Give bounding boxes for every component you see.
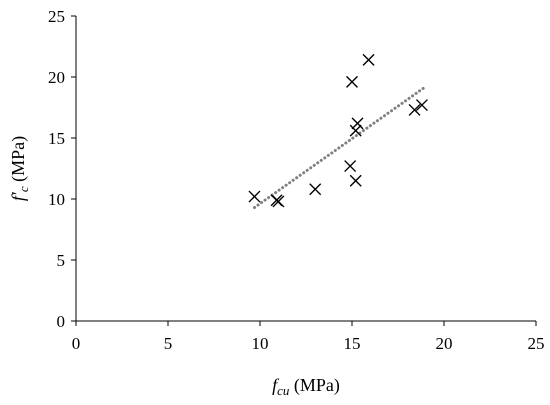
data-point-stroke (346, 75, 358, 88)
axes: 0 5 10 15 20 25 0 5 10 15 20 25 (48, 7, 545, 353)
data-point-stroke (351, 117, 364, 130)
data-point-stroke (248, 190, 261, 203)
x-tick-label: 25 (528, 334, 545, 353)
y-axis-label-symbol: f′ (8, 191, 28, 201)
data-point-stroke (349, 124, 362, 137)
y-axis-label-sub: c (16, 186, 31, 192)
data-point-stroke (415, 99, 428, 112)
y-axis-label-unit: (MPa) (8, 136, 29, 187)
data-point (344, 160, 357, 173)
y-tick-label: 10 (48, 190, 65, 209)
data-point (415, 99, 428, 112)
data-point (309, 183, 322, 196)
y-tick-label: 25 (48, 7, 65, 26)
data-point (248, 190, 261, 203)
data-point (362, 53, 375, 66)
x-axis-label-sub: cu (277, 383, 290, 398)
y-tick-label: 15 (48, 129, 65, 148)
y-tick-label: 5 (57, 251, 66, 270)
data-points (248, 53, 428, 208)
data-point-stroke (349, 174, 362, 187)
x-tick-label: 0 (72, 334, 81, 353)
data-point (272, 195, 285, 208)
x-axis-label-unit: (MPa) (289, 375, 340, 396)
data-point-stroke (272, 195, 285, 208)
data-point (349, 124, 362, 137)
data-point (349, 174, 362, 187)
data-point-stroke (362, 53, 375, 66)
x-tick-label: 10 (252, 334, 269, 353)
y-tick-label: 20 (48, 68, 65, 87)
x-tick-label: 5 (164, 334, 173, 353)
data-point (408, 103, 421, 116)
data-point-stroke (344, 160, 357, 173)
x-tick-label: 15 (344, 334, 361, 353)
data-point-stroke (408, 103, 421, 116)
data-point (346, 75, 358, 88)
x-axis-label-symbol: f (272, 375, 280, 395)
trendline (252, 86, 426, 210)
y-tick-label: 0 (57, 312, 66, 331)
data-point (351, 117, 364, 130)
data-point-stroke (309, 183, 322, 196)
y-axis-label: f′c (MPa) (8, 136, 31, 201)
x-tick-label: 20 (436, 334, 453, 353)
x-axis-label: fcu (MPa) (272, 375, 340, 398)
trendline-group (252, 86, 426, 210)
